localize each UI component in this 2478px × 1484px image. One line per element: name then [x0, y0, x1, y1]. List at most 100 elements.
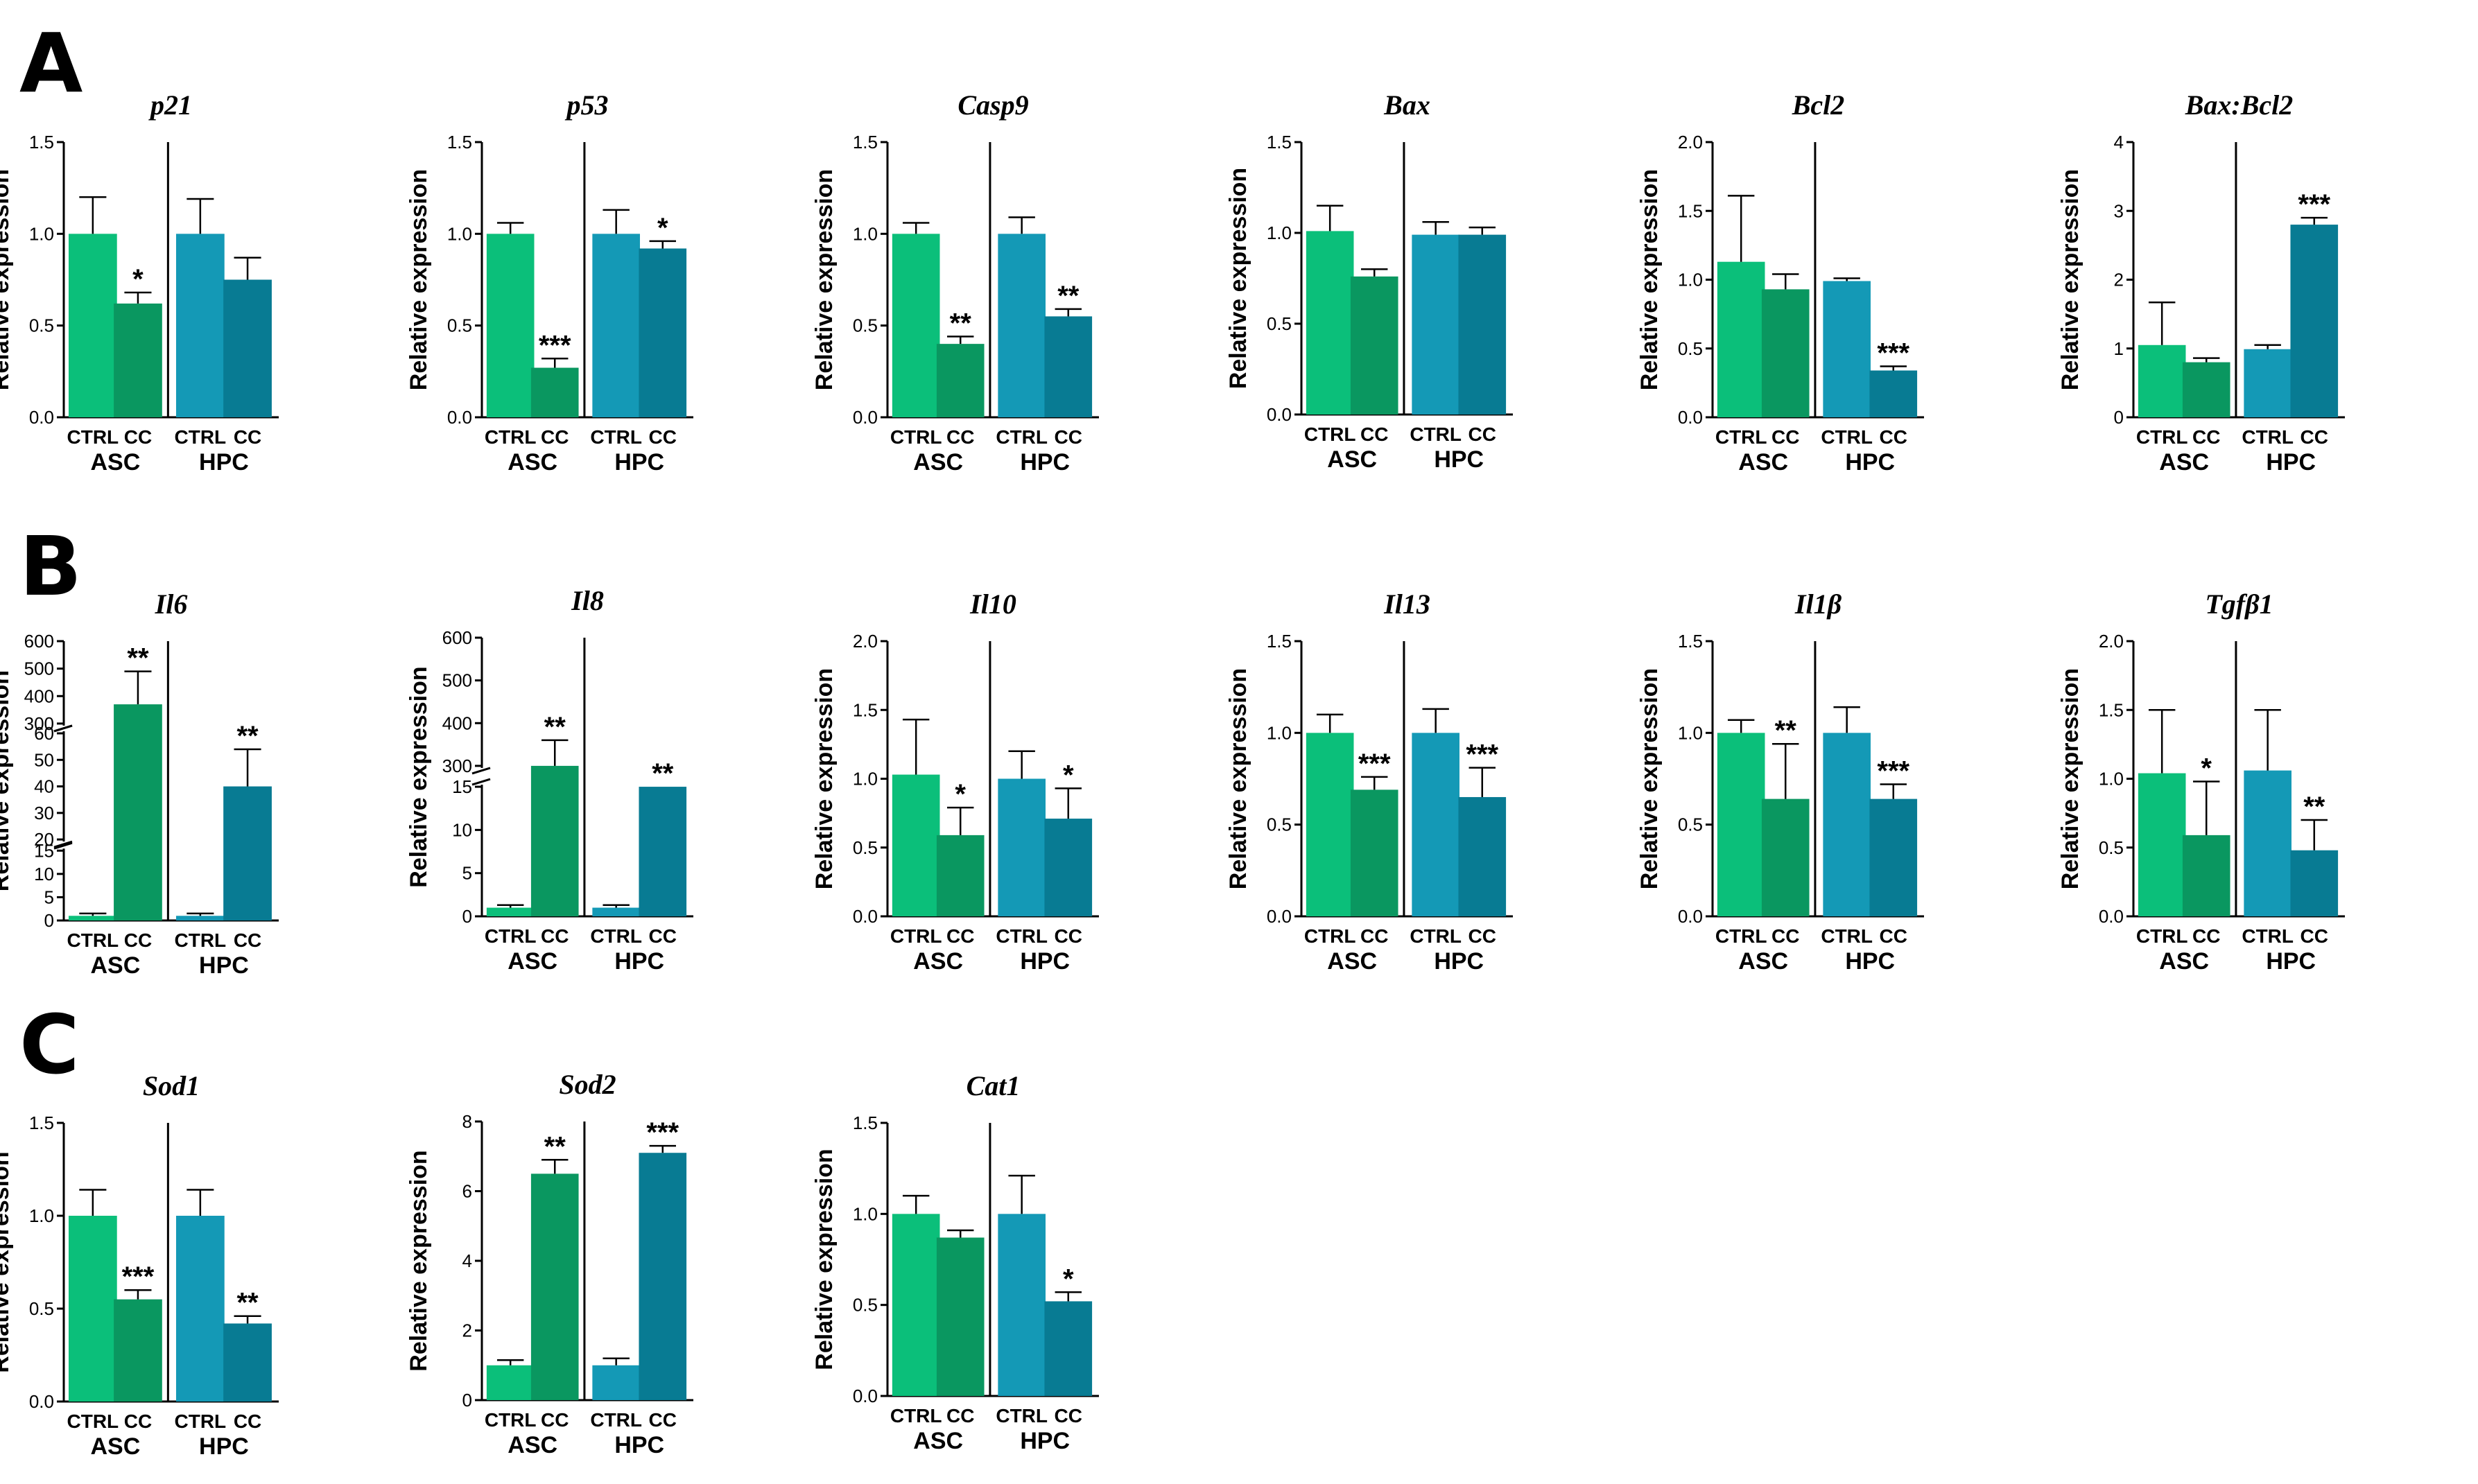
- x-tick-label: CTRL: [996, 925, 1048, 947]
- bar-asc-cc: [114, 704, 162, 920]
- x-tick-label: CC: [946, 1405, 974, 1426]
- significance-label: ***: [1877, 338, 1909, 369]
- significance-label: *: [657, 213, 668, 243]
- bar-asc-ctrl: [2138, 773, 2186, 916]
- x-tick-label: CTRL: [175, 426, 227, 448]
- x-tick-label: CC: [2192, 925, 2220, 947]
- x-tick-label: CTRL: [890, 1405, 942, 1426]
- bar-asc-ctrl: [486, 907, 535, 916]
- y-tick-label: 0.0: [29, 1391, 54, 1412]
- bar-asc-ctrl: [1717, 261, 1765, 417]
- chart-casp9-2: Casp9 0.0 0.5 1.0 1.5 Relative expression CTRL…: [811, 89, 1099, 475]
- y-tick-label: 1.5: [2099, 699, 2124, 720]
- chart-title: Il1β: [1794, 588, 1842, 620]
- y-axis-label: Relative expression: [406, 666, 432, 887]
- x-tick-label: CC: [234, 426, 261, 448]
- group-label: HPC: [1845, 948, 1895, 975]
- x-tick-label: CC: [2301, 426, 2328, 448]
- y-axis-label: Relative expression: [811, 1149, 838, 1370]
- x-tick-label: CTRL: [590, 925, 642, 947]
- bar-hpc-ctrl: [1412, 733, 1459, 916]
- bar-hpc-ctrl: [1823, 281, 1871, 417]
- y-axis-label: Relative expression: [1636, 668, 1663, 889]
- bar-asc-cc: [530, 367, 579, 417]
- y-axis-label: Relative expression: [2057, 668, 2083, 889]
- bar-hpc-ctrl: [998, 234, 1046, 417]
- group-label: ASC: [2159, 948, 2209, 975]
- y-tick-label: 0.0: [853, 407, 878, 428]
- chart-title: Casp9: [958, 89, 1028, 121]
- y-tick-label: 1.5: [853, 132, 878, 152]
- y-axis-label: Relative expression: [0, 1151, 14, 1372]
- bar-hpc-cc: [639, 787, 687, 916]
- x-tick-label: CTRL: [67, 426, 119, 448]
- y-tick-label: 4: [2114, 132, 2124, 152]
- x-tick-label: CTRL: [1410, 925, 1462, 947]
- bar-asc-ctrl: [1306, 733, 1354, 916]
- significance-label: **: [236, 1288, 259, 1318]
- bar-hpc-cc: [223, 786, 272, 920]
- bar-hpc-cc: [1458, 796, 1507, 916]
- x-tick-label: CC: [541, 1409, 569, 1431]
- bar-asc-ctrl: [1717, 733, 1765, 916]
- y-tick-label: 60: [34, 723, 54, 744]
- chart-title: Bcl2: [1792, 89, 1845, 121]
- bar-hpc-ctrl: [175, 916, 225, 920]
- x-tick-label: CTRL: [485, 925, 537, 947]
- y-tick-label: 3: [2114, 200, 2124, 221]
- y-tick-label: 0.5: [447, 315, 472, 336]
- x-tick-label: CTRL: [175, 929, 227, 951]
- x-tick-label: CTRL: [1715, 925, 1767, 947]
- x-tick-label: CC: [649, 925, 677, 947]
- bar-hpc-ctrl: [1412, 234, 1459, 414]
- group-label: ASC: [91, 1433, 141, 1460]
- y-axis-label: Relative expression: [811, 169, 838, 390]
- group-label: HPC: [1434, 446, 1484, 473]
- bar-asc-ctrl: [892, 234, 940, 417]
- significance-label: ***: [122, 1262, 155, 1292]
- panel-letter-c: C: [19, 997, 80, 1092]
- y-tick-label: 4: [462, 1250, 472, 1271]
- y-tick-label: 50: [34, 749, 54, 770]
- significance-label: *: [1063, 760, 1074, 790]
- y-axis-label: Relative expression: [0, 169, 14, 390]
- x-tick-label: CTRL: [996, 426, 1048, 448]
- y-tick-label: 1.0: [853, 1203, 878, 1224]
- y-tick-label: 1.0: [447, 223, 472, 244]
- y-axis-label: Relative expression: [1636, 169, 1663, 390]
- bar-asc-ctrl: [68, 234, 117, 417]
- significance-label: **: [544, 712, 566, 742]
- x-tick-label: CTRL: [2242, 426, 2294, 448]
- y-tick-label: 1.5: [853, 699, 878, 720]
- y-axis-label: Relative expression: [1225, 668, 1251, 889]
- x-tick-label: CTRL: [485, 426, 537, 448]
- x-tick-label: CC: [234, 929, 261, 951]
- chart-title: Bax:Bcl2: [2185, 89, 2294, 121]
- panel-letter-b: B: [19, 518, 82, 614]
- y-tick-label: 10: [452, 819, 472, 840]
- significance-label: *: [955, 779, 966, 810]
- bar-asc-ctrl: [892, 1214, 940, 1396]
- y-tick-label: 0.5: [2099, 837, 2124, 858]
- significance-label: ***: [646, 1117, 679, 1148]
- y-tick-label: 0.0: [29, 407, 54, 428]
- bar-hpc-ctrl: [592, 234, 640, 417]
- y-tick-label: 0.5: [1267, 814, 1292, 835]
- significance-label: ***: [1466, 740, 1498, 770]
- x-tick-label: CC: [124, 929, 152, 951]
- bar-asc-ctrl: [68, 916, 117, 920]
- chart-il1--10: Il1β 0.0 0.5 1.0 1.5 Relative expression CTRL *…: [1636, 588, 1924, 975]
- bar-asc-cc: [936, 344, 985, 417]
- y-tick-label: 0.5: [853, 315, 878, 336]
- y-tick-label: 0.0: [2099, 906, 2124, 927]
- bar-hpc-ctrl: [2244, 349, 2291, 417]
- chart-il10-8: Il10 0.0 0.5 1.0 1.5 2.0 Relative expression CT…: [811, 588, 1099, 975]
- axis-break-mark: [471, 778, 491, 786]
- x-tick-label: CTRL: [890, 925, 942, 947]
- bar-hpc-ctrl: [592, 907, 640, 916]
- y-tick-label: 1.5: [29, 132, 54, 152]
